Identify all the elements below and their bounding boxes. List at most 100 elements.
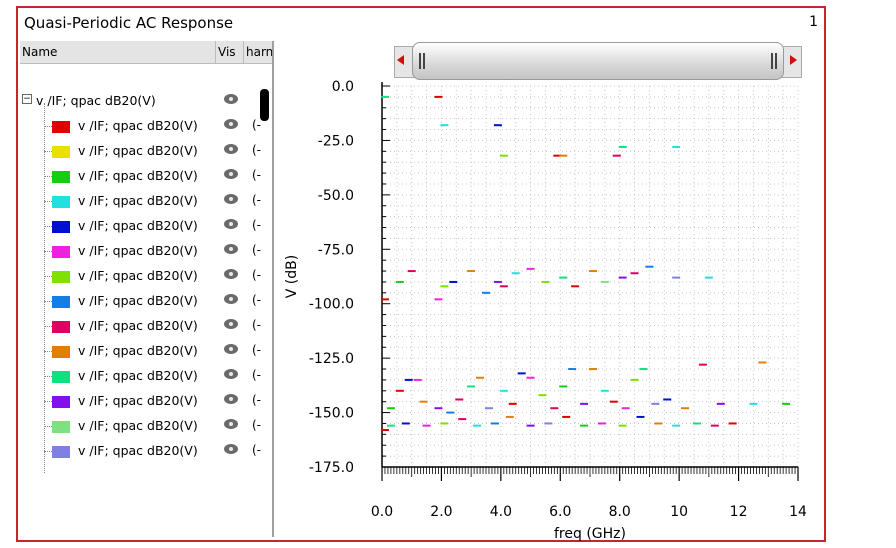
y-axis-title: V (dB) — [284, 255, 300, 298]
trace-label: v /IF; qpac dB20(V) — [78, 118, 198, 133]
tree-connector — [44, 176, 52, 177]
visibility-eye-icon[interactable] — [224, 369, 238, 379]
tree-connector — [44, 103, 46, 473]
trace-row[interactable]: v /IF; qpac dB20(V) (- — [20, 239, 272, 264]
trace-row[interactable]: v /IF; qpac dB20(V) (- — [20, 214, 272, 239]
trace-color-swatch[interactable] — [52, 196, 70, 208]
visibility-eye-icon[interactable] — [224, 444, 238, 454]
trace-row[interactable]: v /IF; qpac dB20(V) (- — [20, 114, 272, 139]
scroll-right-arrow-icon[interactable] — [790, 55, 797, 65]
trace-label: v /IF; qpac dB20(V) — [78, 268, 198, 283]
x-scroll-slider[interactable] — [394, 42, 802, 80]
x-tick-label: 10 — [670, 504, 688, 520]
grip-icon — [419, 53, 421, 69]
trace-color-swatch[interactable] — [52, 421, 70, 433]
window-title: Quasi-Periodic AC Response — [24, 14, 234, 32]
trace-color-swatch[interactable] — [52, 346, 70, 358]
trace-row[interactable]: v /IF; qpac dB20(V) (- — [20, 314, 272, 339]
y-tick-label: 0.0 — [332, 79, 354, 95]
visibility-eye-icon[interactable] — [224, 319, 238, 329]
group-label: v /IF; qpac dB20(V) — [36, 93, 156, 108]
x-tick-label: 4.0 — [490, 504, 512, 520]
grip-icon — [771, 53, 773, 69]
trace-color-swatch[interactable] — [52, 321, 70, 333]
column-harmonic[interactable]: harn — [246, 45, 272, 59]
y-tick-label: -75.0 — [318, 242, 354, 258]
trace-row[interactable]: v /IF; qpac dB20(V) (- — [20, 414, 272, 439]
trace-row[interactable]: v /IF; qpac dB20(V) (- — [20, 164, 272, 189]
tree-connector — [44, 426, 52, 427]
tree-scroll-thumb[interactable] — [260, 89, 269, 121]
trace-label: v /IF; qpac dB20(V) — [78, 218, 198, 233]
column-vis[interactable]: Vis — [216, 41, 244, 63]
trace-row[interactable]: v /IF; qpac dB20(V) (- — [20, 189, 272, 214]
harmonic-value: (- — [252, 118, 262, 132]
grip-icon — [423, 53, 425, 69]
trace-row[interactable]: v /IF; qpac dB20(V) (- — [20, 364, 272, 389]
trace-label: v /IF; qpac dB20(V) — [78, 343, 198, 358]
visibility-eye-icon[interactable] — [224, 419, 238, 429]
harmonic-value: (- — [252, 218, 262, 232]
tree-connector — [44, 301, 52, 302]
trace-label: v /IF; qpac dB20(V) — [78, 368, 198, 383]
visibility-eye-icon[interactable] — [224, 244, 238, 254]
visibility-eye-icon[interactable] — [224, 219, 238, 229]
trace-color-swatch[interactable] — [52, 446, 70, 458]
visibility-eye-icon[interactable] — [224, 344, 238, 354]
visibility-eye-icon[interactable] — [224, 269, 238, 279]
tree-connector — [44, 276, 52, 277]
tree-connector — [44, 151, 52, 152]
tree-connector — [44, 451, 52, 452]
tree-connector — [44, 251, 52, 252]
trace-row[interactable]: v /IF; qpac dB20(V) (- — [20, 289, 272, 314]
x-axis-title: freq (GHz) — [554, 526, 626, 542]
trace-color-swatch[interactable] — [52, 296, 70, 308]
chart-grid — [381, 85, 799, 468]
trace-row[interactable]: v /IF; qpac dB20(V) (- — [20, 439, 272, 464]
subwindow-number[interactable]: 1 — [809, 14, 818, 30]
trace-color-swatch[interactable] — [52, 396, 70, 408]
visibility-eye-icon[interactable] — [224, 294, 238, 304]
visibility-eye-icon[interactable] — [224, 194, 238, 204]
harmonic-value: (- — [252, 268, 262, 282]
trace-color-swatch[interactable] — [52, 271, 70, 283]
trace-color-swatch[interactable] — [52, 171, 70, 183]
x-tick-label: 8.0 — [609, 504, 631, 520]
x-tick-label: 6.0 — [549, 504, 571, 520]
slider-thumb[interactable] — [412, 42, 784, 80]
trace-row[interactable]: v /IF; qpac dB20(V) (- — [20, 389, 272, 414]
trace-label: v /IF; qpac dB20(V) — [78, 143, 198, 158]
harmonic-value: (- — [252, 418, 262, 432]
trace-color-swatch[interactable] — [52, 121, 70, 133]
tree-group-row[interactable]: − v /IF; qpac dB20(V) — [20, 89, 272, 114]
harmonic-value: (- — [252, 293, 262, 307]
scroll-left-arrow-icon[interactable] — [397, 55, 404, 65]
waveform-window: Quasi-Periodic AC Response 1 Name Vis ha… — [16, 6, 826, 542]
column-name[interactable]: Name — [20, 41, 216, 63]
collapse-toggle-icon[interactable]: − — [22, 94, 32, 104]
trace-color-swatch[interactable] — [52, 246, 70, 258]
visibility-eye-icon[interactable] — [224, 119, 238, 129]
y-tick-label: -25.0 — [318, 133, 354, 149]
harmonic-value: (- — [252, 143, 262, 157]
visibility-eye-icon[interactable] — [224, 144, 238, 154]
visibility-eye-icon[interactable] — [224, 169, 238, 179]
trace-color-swatch[interactable] — [52, 221, 70, 233]
trace-color-swatch[interactable] — [52, 146, 70, 158]
harmonic-value: (- — [252, 343, 262, 357]
harmonic-value: (- — [252, 393, 262, 407]
y-tick-label: -100.0 — [309, 297, 354, 313]
trace-row[interactable]: v /IF; qpac dB20(V) (- — [20, 339, 272, 364]
trace-color-swatch[interactable] — [52, 371, 70, 383]
visibility-eye-icon[interactable] — [224, 94, 238, 104]
x-tick-label: 12 — [730, 504, 748, 520]
trace-label: v /IF; qpac dB20(V) — [78, 318, 198, 333]
trace-row[interactable]: v /IF; qpac dB20(V) (- — [20, 264, 272, 289]
trace-row[interactable]: v /IF; qpac dB20(V) (- — [20, 139, 272, 164]
harmonic-value: (- — [252, 318, 262, 332]
x-tick-label: 2.0 — [430, 504, 452, 520]
visibility-eye-icon[interactable] — [224, 394, 238, 404]
harmonic-value: (- — [252, 443, 262, 457]
x-tick-label: 14 — [789, 504, 807, 520]
